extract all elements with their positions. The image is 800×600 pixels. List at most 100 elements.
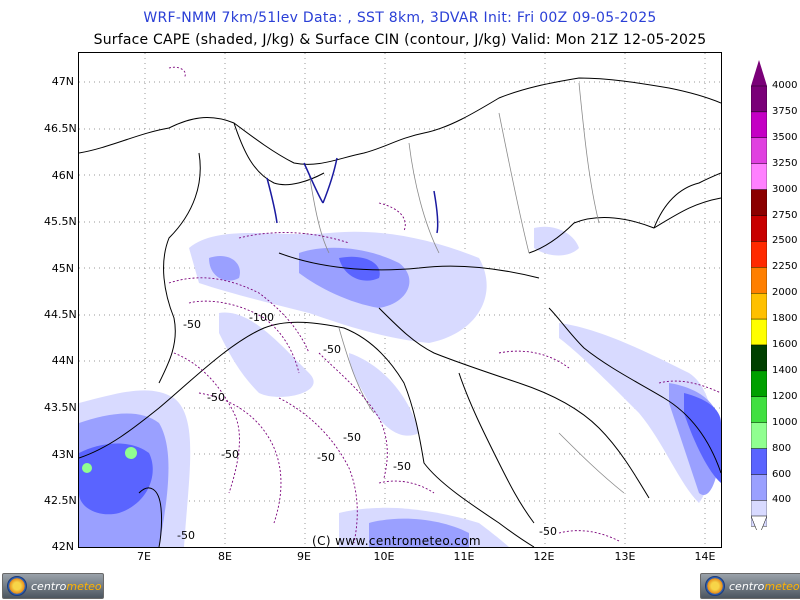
cin-contour-label: -50 (317, 451, 335, 464)
cape-area-800-east (684, 393, 721, 483)
corsica (138, 487, 163, 547)
cape-area-piedmont (219, 312, 314, 397)
lon-label: 13E (614, 550, 636, 563)
lat-label: 43N (51, 448, 74, 461)
centrometeo-logo-right[interactable]: centrometeo (700, 573, 800, 599)
lake-maggiore (266, 177, 278, 224)
colorbar-level-label: 2250 (772, 261, 798, 273)
cape-area-600-lig (209, 255, 240, 281)
logo-text: centrometeo (31, 579, 102, 593)
colorbar-swatch (750, 111, 768, 139)
colorbar-level-label: 600 (772, 468, 792, 480)
colorbar-level-label: 1200 (772, 390, 798, 402)
colorbar-swatch (750, 448, 768, 475)
cin-contour-label: -50 (323, 343, 341, 356)
colorbar-swatch (750, 344, 768, 372)
map-canvas (79, 53, 721, 547)
coastline-ligurian (79, 321, 535, 547)
colorbar-swatches (750, 60, 768, 537)
colorbar-swatch (750, 85, 768, 113)
cape-area-600-po (299, 247, 410, 308)
country-borders (79, 77, 721, 547)
cape-spot-1200 (125, 447, 137, 459)
colorbar-swatch (750, 189, 768, 216)
globe-icon (7, 576, 27, 596)
cin-contour-label: -50 (177, 529, 195, 542)
lon-label: 11E (453, 550, 475, 563)
cin-contour-label: -50 (183, 318, 201, 331)
colorbar-swatch (750, 474, 768, 501)
lake-garda (433, 190, 439, 234)
coastline-venice (528, 197, 721, 254)
copyright-notice: (C) www.centrometeo.com (312, 534, 481, 548)
region-border-4 (518, 382, 650, 499)
border-alps (79, 77, 721, 165)
border-slovenia (653, 172, 721, 229)
cape-area-venice (534, 226, 579, 256)
colorbar-level-label: 800 (772, 442, 792, 454)
lat-label: 42.5N (44, 494, 77, 507)
lon-label: 7E (137, 550, 151, 563)
colorbar-swatch (750, 163, 768, 190)
cin-contour-label: -100 (249, 311, 274, 324)
centrometeo-logo-left[interactable]: centrometeo (2, 573, 104, 599)
lat-label: 46N (51, 169, 74, 182)
cin-contour-label: -50 (221, 448, 239, 461)
cin-contour-label: -50 (207, 391, 225, 404)
colorbar-level-label: 2750 (772, 209, 798, 221)
colorbar-underflow-triangle (750, 515, 768, 537)
lat-label: 42N (51, 540, 74, 553)
lon-label: 9E (297, 550, 311, 563)
cape-shading (79, 226, 721, 547)
lat-label: 45N (51, 262, 74, 275)
colorbar-swatch (750, 267, 768, 294)
border-france-italy (158, 152, 201, 384)
logo-text: centrometeo (729, 579, 800, 593)
cape-area-600-south (369, 518, 469, 547)
lon-label: 10E (373, 550, 395, 563)
cape-colorbar (750, 60, 768, 537)
lake-como (303, 157, 338, 204)
lat-label: 44.5N (44, 308, 77, 321)
colorbar-level-label: 1800 (772, 313, 798, 325)
lat-label: 44N (51, 354, 74, 367)
lon-label: 12E (533, 550, 555, 563)
lat-label: 46.5N (44, 122, 77, 135)
forecast-model-title: WRF-NMM 7km/51lev Data: , SST 8km, 3DVAR… (143, 10, 657, 26)
colorbar-swatch (750, 370, 768, 397)
colorbar-swatch (750, 292, 768, 320)
lat-label: 43.5N (44, 401, 77, 414)
colorbar-overflow-triangle (751, 60, 767, 86)
coastline-adriatic (548, 307, 721, 474)
cape-area-800-po (339, 256, 380, 281)
globe-icon (705, 576, 725, 596)
cin-contours (168, 66, 721, 544)
cape-area-800-west (79, 443, 153, 515)
admin-borders (308, 82, 625, 494)
cin-contour-label: -50 (343, 431, 361, 444)
colorbar-level-label: 3000 (772, 183, 798, 195)
region-border-2 (378, 307, 520, 384)
border-switzerland (233, 122, 325, 186)
colorbar-level-label: 2000 (772, 287, 798, 299)
cape-area-tuscany (349, 353, 419, 436)
forecast-map[interactable]: -50 -50 -50 -50 -50 -50 -50 -50 -100 -50 (78, 52, 722, 548)
cin-contour-label: -50 (539, 525, 557, 538)
field-description-title: Surface CAPE (shaded, J/kg) & Surface CI… (93, 32, 707, 48)
lakes (266, 157, 439, 234)
cape-spot-1200b (82, 463, 92, 473)
lat-label: 45.5N (44, 215, 77, 228)
colorbar-swatch (750, 318, 768, 346)
colorbar-swatch (750, 422, 768, 449)
colorbar-level-label: 3750 (772, 105, 798, 117)
colorbar-swatch (750, 241, 768, 268)
colorbar-level-label: 4000 (772, 80, 798, 91)
colorbar-level-label: 400 (772, 494, 792, 506)
colorbar-level-label: 3500 (772, 131, 798, 143)
colorbar-level-label: 1400 (772, 364, 798, 376)
region-border-1 (278, 252, 540, 279)
colorbar-level-label: 1000 (772, 416, 798, 428)
colorbar-swatch (750, 215, 768, 242)
lon-label: 14E (694, 550, 716, 563)
colorbar-swatch (750, 137, 768, 164)
